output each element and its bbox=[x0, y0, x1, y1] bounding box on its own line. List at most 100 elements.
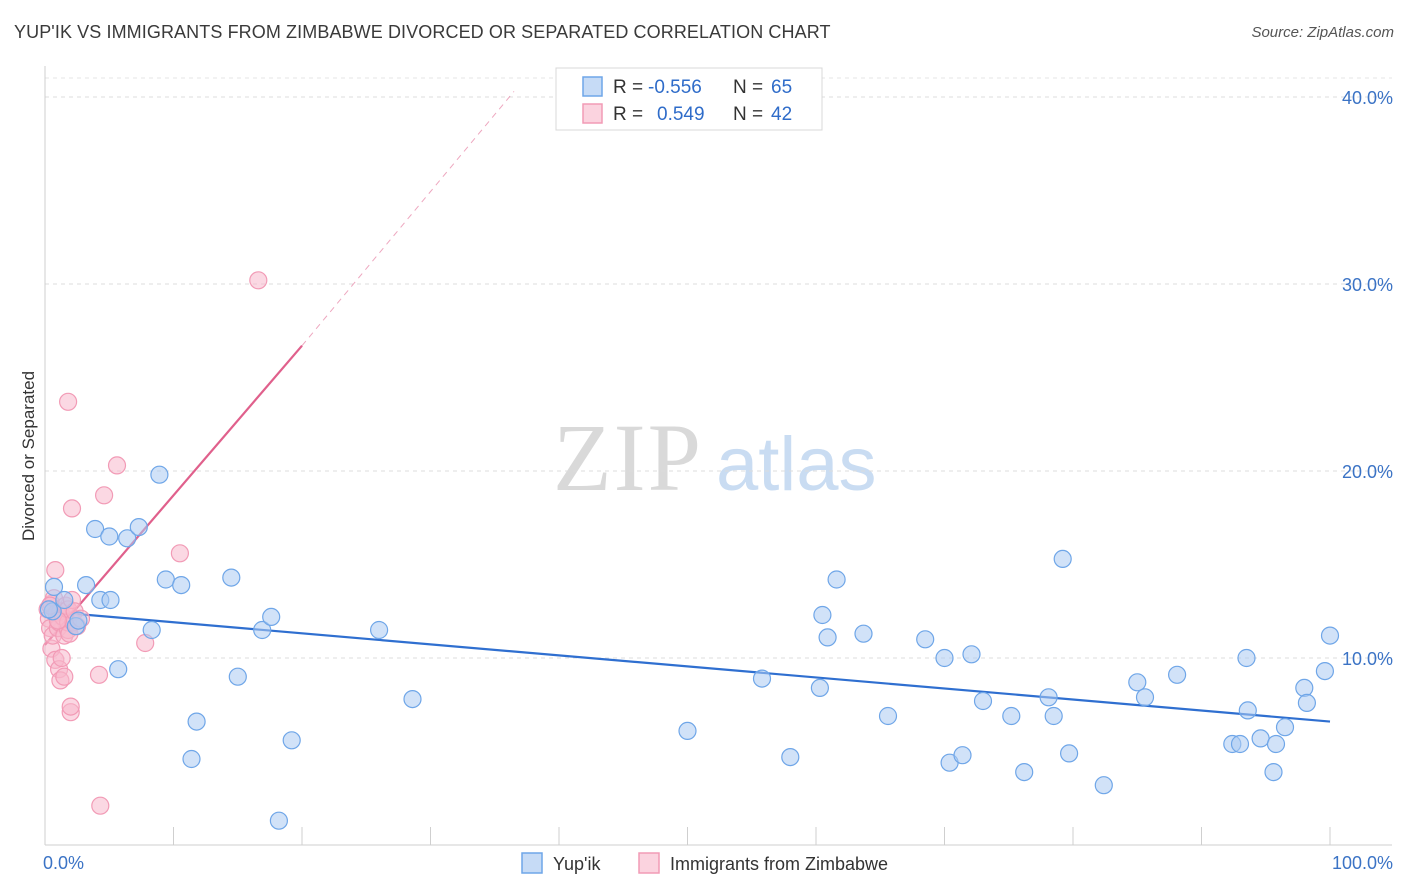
point-yupik bbox=[1135, 688, 1155, 707]
point-zimbabwe bbox=[170, 544, 189, 563]
point-yupik bbox=[810, 678, 830, 698]
point-yupik bbox=[678, 721, 697, 741]
point-yupik bbox=[953, 746, 972, 765]
stats-legend: R = -0.556 N = 65 R = 0.549 N = 42 bbox=[555, 67, 823, 131]
point-zimbabwe bbox=[58, 392, 78, 411]
point-yupik bbox=[935, 648, 954, 668]
data-points bbox=[38, 271, 1340, 830]
point-yupik bbox=[228, 667, 247, 686]
point-yupik bbox=[1251, 729, 1270, 748]
bottom-legend-swatch-zimbabwe bbox=[638, 852, 660, 874]
bottom-legend-label-yupik: Yup'ik bbox=[553, 854, 601, 874]
point-yupik bbox=[916, 630, 935, 649]
point-yupik bbox=[1167, 665, 1187, 684]
point-zimbabwe bbox=[94, 486, 114, 505]
point-yupik bbox=[282, 731, 301, 750]
legend-n-label-zimbabwe: N = bbox=[733, 104, 763, 125]
legend-n-value-zimbabwe: 42 bbox=[771, 104, 792, 125]
point-zimbabwe bbox=[46, 560, 65, 580]
y-tick-label: 10.0% bbox=[1342, 649, 1393, 669]
trendline-yupik bbox=[44, 610, 1331, 723]
x-tick-label-min: 0.0% bbox=[43, 853, 84, 873]
gridlines bbox=[45, 77, 1392, 659]
point-yupik bbox=[253, 620, 272, 640]
point-yupik bbox=[1295, 678, 1314, 698]
point-yupik bbox=[118, 529, 137, 548]
point-zimbabwe bbox=[61, 697, 80, 716]
point-yupik bbox=[403, 689, 422, 709]
point-yupik bbox=[262, 607, 281, 627]
point-yupik bbox=[142, 620, 161, 640]
point-yupik bbox=[44, 577, 64, 597]
point-yupik bbox=[827, 570, 846, 589]
legend-r-label-yupik: R = bbox=[613, 77, 643, 98]
point-yupik bbox=[182, 749, 201, 769]
legend-swatch-yupik bbox=[582, 76, 603, 97]
point-yupik bbox=[55, 590, 74, 610]
point-yupik bbox=[1059, 744, 1079, 763]
point-yupik bbox=[1094, 776, 1113, 795]
point-zimbabwe bbox=[55, 667, 74, 686]
point-yupik bbox=[1264, 762, 1283, 782]
legend-n-label-yupik: N = bbox=[733, 77, 763, 98]
point-zimbabwe bbox=[52, 648, 71, 668]
point-yupik bbox=[1237, 648, 1256, 668]
trendline-zimbabwe-extension bbox=[301, 91, 515, 347]
point-yupik bbox=[222, 568, 241, 587]
trendline-zimbabwe bbox=[44, 344, 303, 646]
point-zimbabwe bbox=[249, 271, 268, 290]
legend-swatch-zimbabwe bbox=[582, 103, 603, 124]
point-yupik bbox=[85, 519, 105, 539]
legend-n-value-yupik: 65 bbox=[771, 77, 792, 98]
point-yupik bbox=[100, 527, 119, 546]
point-yupik bbox=[813, 605, 832, 625]
point-yupik bbox=[1266, 734, 1286, 754]
point-zimbabwe bbox=[62, 499, 82, 518]
tick-labels: 10.0% 20.0% 30.0% 40.0% 0.0% 100.0% bbox=[43, 88, 1393, 873]
point-yupik bbox=[1002, 706, 1021, 726]
point-yupik bbox=[854, 624, 873, 643]
point-yupik bbox=[101, 590, 120, 610]
point-yupik bbox=[878, 706, 898, 726]
legend-r-value-yupik: -0.556 bbox=[648, 77, 702, 98]
point-yupik bbox=[1039, 688, 1058, 707]
point-yupik bbox=[370, 620, 389, 640]
point-yupik bbox=[1238, 701, 1257, 720]
point-yupik bbox=[156, 570, 175, 589]
y-axis-title: Divorced or Separated bbox=[19, 371, 38, 541]
x-tick-label-max: 100.0% bbox=[1332, 853, 1393, 873]
point-yupik bbox=[76, 575, 96, 595]
point-yupik bbox=[1230, 734, 1250, 754]
watermark-zip: ZIP bbox=[553, 404, 703, 511]
bottom-legend-label-zimbabwe: Immigrants from Zimbabwe bbox=[670, 854, 888, 874]
watermark-atlas: atlas bbox=[716, 422, 877, 507]
point-yupik bbox=[1128, 673, 1147, 692]
point-yupik bbox=[172, 575, 191, 595]
point-yupik bbox=[962, 645, 981, 664]
point-yupik bbox=[150, 465, 169, 484]
point-yupik bbox=[129, 517, 148, 537]
bottom-legend-swatch-yupik bbox=[521, 852, 543, 874]
chart-title: YUP'IK VS IMMIGRANTS FROM ZIMBABWE DIVOR… bbox=[14, 22, 831, 42]
point-yupik bbox=[109, 660, 128, 679]
point-yupik bbox=[39, 600, 59, 619]
y-tick-label: 40.0% bbox=[1342, 88, 1393, 108]
point-yupik bbox=[781, 747, 800, 767]
point-yupik bbox=[752, 669, 772, 688]
point-yupik bbox=[1053, 549, 1072, 569]
axes bbox=[44, 66, 1392, 846]
point-yupik bbox=[973, 691, 993, 711]
point-yupik bbox=[1320, 626, 1340, 645]
point-yupik bbox=[1275, 718, 1295, 737]
point-yupik bbox=[187, 712, 206, 731]
point-yupik bbox=[1315, 661, 1335, 681]
point-yupik bbox=[1015, 762, 1034, 782]
y-tick-label: 30.0% bbox=[1342, 275, 1393, 295]
series-legend: Yup'ik Immigrants from Zimbabwe bbox=[521, 852, 888, 874]
legend-r-label-zimbabwe: R = bbox=[613, 104, 643, 125]
legend-r-value-zimbabwe: 0.549 bbox=[657, 104, 705, 125]
point-zimbabwe bbox=[89, 665, 109, 684]
point-zimbabwe bbox=[91, 796, 110, 815]
point-yupik bbox=[818, 628, 837, 647]
